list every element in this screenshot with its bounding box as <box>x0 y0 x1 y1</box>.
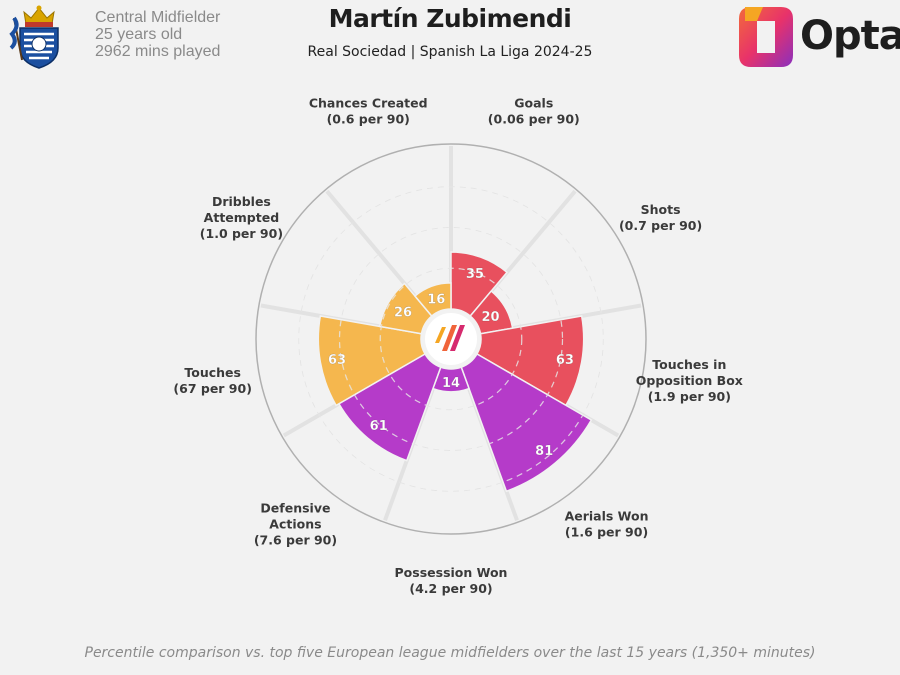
category-label: Touches (67 per 90) <box>173 365 252 396</box>
opta-wordmark: Opta <box>800 13 900 59</box>
footer-note: Percentile comparison vs. top five Europ… <box>84 645 816 661</box>
crown-icon <box>23 5 55 27</box>
category-label: Shots (0.7 per 90) <box>619 202 702 233</box>
club-badge <box>9 5 59 69</box>
value-label: 35 <box>466 267 484 282</box>
bar-defensive-actions <box>337 352 442 462</box>
category-label: Defensive Actions (7.6 per 90) <box>254 500 337 547</box>
value-label: 16 <box>427 293 445 308</box>
category-label: Chances Created (0.6 per 90) <box>309 96 428 127</box>
category-label: Touches in Opposition Box (1.9 per 90) <box>636 357 743 404</box>
bar-dribbles-attempted <box>378 282 433 335</box>
bar-goals <box>450 251 509 318</box>
bar-touches-in-opposition-box <box>475 315 585 407</box>
guide-ring-outer <box>298 186 604 492</box>
shield-icon <box>19 27 59 69</box>
value-label: 14 <box>442 376 460 391</box>
guide-ring-outer <box>339 227 563 451</box>
bar-aerials-won <box>460 352 593 493</box>
value-label: 63 <box>328 353 346 368</box>
player-minutes: 2962 mins played <box>95 43 221 60</box>
player-age: 25 years old <box>95 26 183 43</box>
page-subtitle: Real Sociedad | Spanish La Liga 2024-25 <box>307 44 593 60</box>
opta-center-icon <box>435 325 465 351</box>
player-position: Central Midfielder <box>95 9 221 26</box>
value-label: 26 <box>394 305 412 320</box>
player-info: Central Midfielder 25 years old 2962 min… <box>95 9 220 60</box>
value-label: 61 <box>370 419 388 434</box>
opta-logo: Opta <box>735 5 900 69</box>
opta-logo-icon <box>739 7 793 67</box>
category-label: Aerials Won (1.6 per 90) <box>565 508 649 539</box>
page-title: Martín Zubimendi <box>328 4 572 33</box>
guide-ring-outer <box>379 267 523 411</box>
value-label: 81 <box>535 444 553 459</box>
bar-touches <box>317 315 427 407</box>
value-label: 20 <box>481 310 499 325</box>
outer-ring <box>255 143 647 535</box>
category-label: Goals (0.06 per 90) <box>488 96 580 127</box>
category-label: Possession Won (4.2 per 90) <box>395 565 508 596</box>
category-label: Dribbles Attempted (1.0 per 90) <box>200 194 283 241</box>
bar-chances-created <box>413 282 452 318</box>
value-label: 63 <box>556 353 574 368</box>
flag-icon <box>9 16 23 61</box>
